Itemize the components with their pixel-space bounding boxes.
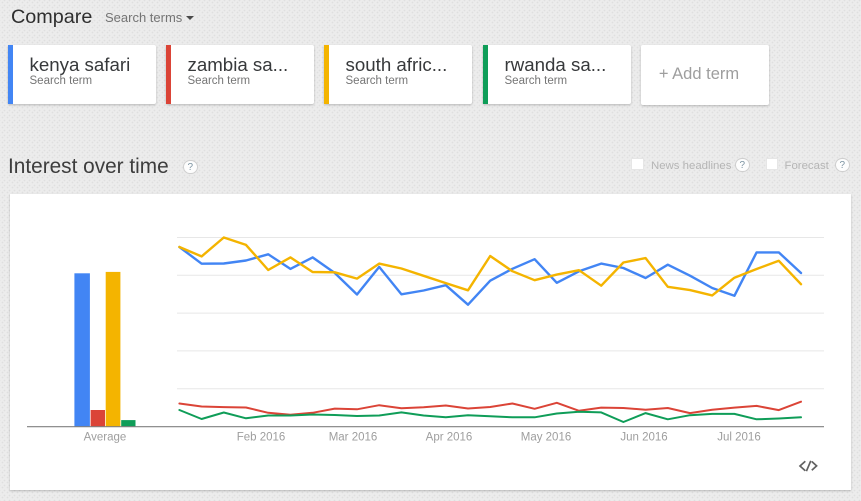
- svg-text:May 2016: May 2016: [521, 432, 572, 444]
- svg-text:Jun 2016: Jun 2016: [620, 432, 667, 444]
- svg-text:Average: Average: [84, 432, 127, 444]
- svg-text:Apr 2016: Apr 2016: [426, 432, 473, 444]
- svg-text:Feb 2016: Feb 2016: [237, 432, 286, 444]
- svg-text:Jul 2016: Jul 2016: [717, 432, 760, 444]
- svg-text:Mar 2016: Mar 2016: [329, 432, 378, 444]
